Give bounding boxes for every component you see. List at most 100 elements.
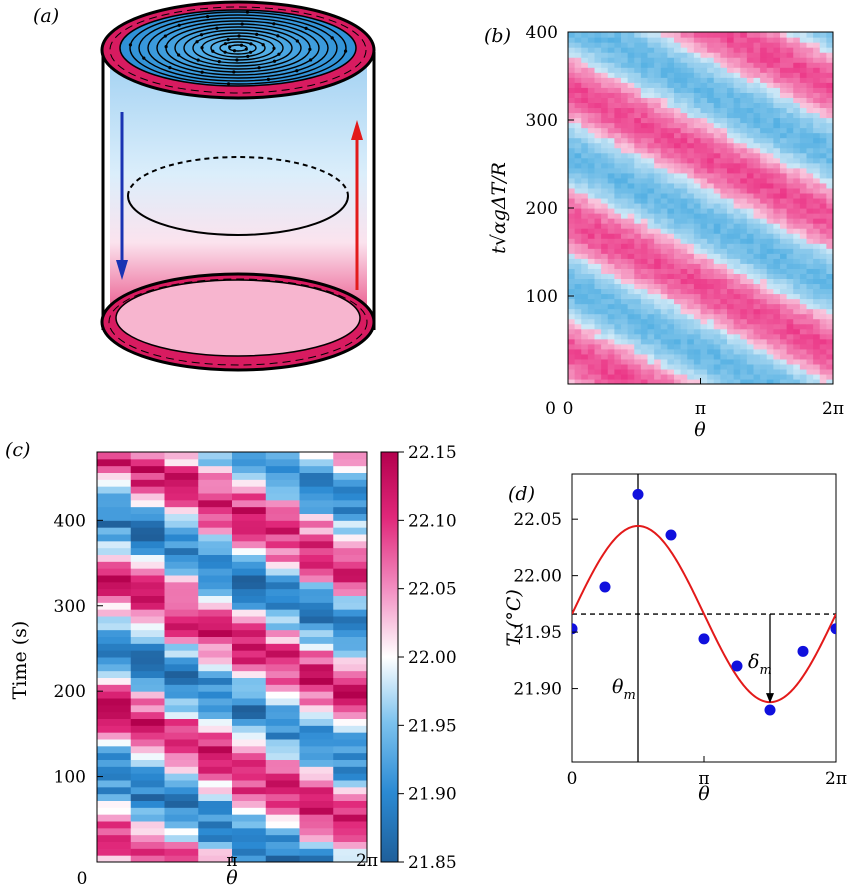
heat-cell [693, 313, 702, 320]
heat-cell [786, 137, 794, 144]
heat-cell [333, 663, 368, 672]
heat-cell [568, 72, 576, 78]
heat-cell [654, 258, 662, 264]
heat-cell [780, 122, 788, 129]
heat-cell [614, 202, 622, 209]
heat-cell [733, 348, 741, 355]
swirl-ring [192, 32, 284, 64]
heat-cell [727, 82, 735, 88]
heat-cell [634, 67, 642, 73]
heat-cell [647, 303, 655, 310]
heat-cell [740, 373, 748, 380]
heat-cell [713, 303, 721, 310]
heat-cell [707, 167, 715, 174]
heat-cell [621, 253, 629, 259]
heat-cell [813, 87, 821, 93]
heat-cell [654, 313, 662, 320]
heat-cell [773, 263, 781, 269]
heat-cell [581, 102, 589, 109]
heat-cell [753, 117, 761, 124]
heat-cell [594, 303, 602, 310]
heat-cell [727, 288, 735, 295]
heat-cell [746, 192, 755, 199]
heat-cell [806, 208, 814, 214]
heat-cell [727, 182, 735, 189]
heat-cell [627, 318, 635, 325]
heat-cell [647, 333, 655, 340]
heat-cell [760, 167, 768, 174]
heat-cell [667, 358, 675, 365]
heat-cell [713, 57, 721, 63]
heat-cell [720, 32, 728, 38]
heat-cell [581, 112, 589, 119]
heat-cell [660, 218, 668, 224]
heat-cell [700, 368, 708, 375]
heat-cell [130, 855, 165, 863]
heat-cell [601, 62, 609, 68]
heat-cell [720, 57, 728, 63]
heat-cell [819, 42, 827, 48]
heat-cell [746, 182, 755, 189]
heat-cell [594, 223, 602, 229]
heat-cell [568, 353, 576, 360]
heat-cell [232, 554, 267, 562]
swirl-ring [210, 38, 266, 58]
heat-cell [700, 102, 708, 109]
heat-cell [130, 493, 165, 501]
heat-cell [773, 152, 781, 159]
heat-cell [581, 107, 589, 114]
heat-cell [727, 147, 735, 154]
heat-cell [813, 77, 821, 83]
heat-cell [198, 670, 233, 678]
heat-cell [693, 177, 702, 184]
heat-cell [773, 308, 781, 315]
swirl-arrowhead [226, 82, 231, 86]
heat-cell [707, 107, 715, 114]
swirl-arrowhead [215, 26, 219, 30]
heat-cell [773, 32, 781, 38]
heat-cell [660, 192, 668, 199]
x-tick-label: 2π [356, 851, 378, 871]
heat-cell [720, 273, 728, 279]
heat-cell [760, 162, 768, 169]
heat-cell [660, 127, 668, 134]
heat-cell [333, 807, 368, 815]
swirl-arrowhead [276, 34, 280, 38]
heat-cell [640, 363, 649, 370]
heat-cell [614, 32, 622, 38]
heat-cell [773, 233, 781, 239]
heat-cell [614, 132, 622, 139]
heat-cell [826, 52, 833, 58]
heat-cell [164, 745, 199, 754]
heat-cell [786, 72, 794, 78]
heat-cell [740, 52, 748, 58]
heat-cell [687, 132, 695, 139]
heat-cell [799, 298, 808, 305]
heat-cell [594, 258, 602, 264]
heat-cell [634, 288, 642, 295]
colorbar-tick-label: 21.85 [408, 853, 457, 873]
heat-cell [773, 223, 781, 229]
heat-cell [740, 223, 748, 229]
heat-cell [826, 62, 833, 68]
heat-cell [760, 208, 768, 214]
heat-cell [601, 208, 609, 214]
heat-cell [813, 107, 821, 114]
heat-cell [601, 42, 609, 48]
heat-cell [660, 132, 668, 139]
heat-cell [634, 258, 642, 264]
heat-cell [700, 328, 708, 335]
swirl-arrowhead [295, 39, 299, 43]
heat-cell [707, 273, 715, 279]
heat-cell [232, 786, 267, 795]
heat-cell [753, 378, 761, 384]
heat-cell [680, 308, 688, 315]
heat-cell [232, 534, 267, 542]
heat-cell [680, 298, 688, 305]
heat-cell [813, 303, 821, 310]
heat-cell [799, 177, 808, 184]
heat-cell [232, 711, 267, 719]
heat-cell [693, 358, 702, 365]
heat-cell [753, 42, 761, 48]
heat-cell [232, 752, 267, 760]
